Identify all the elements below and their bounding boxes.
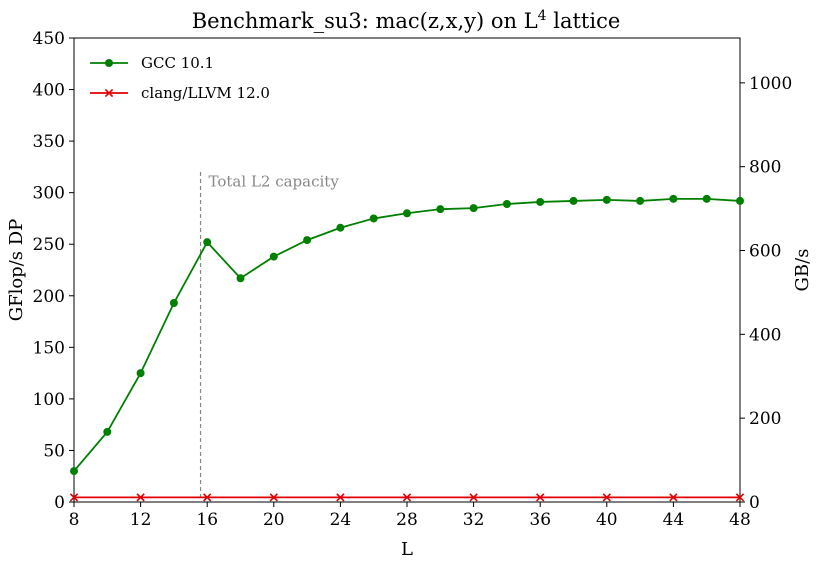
x-tick-label: 24: [330, 510, 352, 530]
y-tick-label: 200: [33, 287, 65, 307]
data-point: [669, 194, 678, 203]
data-point: [136, 369, 145, 378]
data-point: [702, 194, 711, 203]
annotation-label: Total L2 capacity: [209, 172, 340, 190]
data-point: [336, 223, 345, 232]
data-point: [669, 493, 678, 502]
plot-area: 8 12 16 20 24 28 32 36 40 44 480501001502002503003…: [33, 29, 793, 530]
data-point: [236, 274, 245, 283]
data-point: [536, 493, 545, 502]
y-right-tick-label: 600: [749, 242, 781, 262]
x-tick-label: 8: [69, 510, 80, 530]
x-tick-label: 32: [463, 510, 485, 530]
legend-label-0: GCC 10.1: [141, 54, 214, 72]
y-tick-label: 350: [33, 132, 65, 152]
y-axis-label: GFlop/s DP: [6, 219, 27, 322]
x-axis-label: L: [401, 539, 413, 560]
x-tick-label: 48: [729, 510, 751, 530]
data-point: [169, 298, 178, 307]
data-point: [369, 214, 378, 223]
chart-title: Benchmark_su3: mac(z,x,y) on L4 lattice: [192, 8, 621, 33]
data-point: [436, 205, 445, 214]
data-point: [469, 204, 478, 213]
y-tick-label: 250: [33, 235, 65, 255]
data-point: [735, 493, 745, 502]
data-point: [269, 252, 278, 261]
x-tick-label: 28: [396, 510, 418, 530]
plot-frame: [73, 37, 741, 503]
data-point: [203, 238, 212, 247]
data-point: [636, 196, 645, 205]
x-tick-label: 36: [529, 510, 551, 530]
data-point: [203, 493, 212, 502]
y-tick-label: 150: [33, 338, 65, 358]
x-tick-label: 16: [196, 510, 218, 530]
y-right-tick-label: 800: [749, 158, 781, 178]
data-point: [336, 493, 345, 502]
y-right-tick-label: 200: [749, 409, 781, 429]
y-tick-label: 450: [33, 29, 65, 49]
y-axis-right-label: GB/s: [792, 249, 813, 292]
data-point: [469, 493, 478, 502]
legend-marker-0: [105, 59, 113, 67]
data-point: [303, 236, 312, 245]
y-tick-label: 400: [33, 81, 65, 101]
y-tick-label: 0: [54, 493, 65, 513]
y-right-tick-label: 400: [749, 325, 781, 345]
y-tick-label: 50: [43, 441, 65, 461]
data-point: [602, 195, 611, 204]
y-tick-label: 100: [33, 390, 65, 410]
data-point: [402, 493, 412, 502]
data-point: [602, 493, 611, 502]
x-tick-label: 44: [663, 510, 685, 530]
legend-marker-1: [104, 88, 114, 98]
data-point: [502, 200, 511, 209]
data-point: [136, 493, 145, 502]
legend-label-1: clang/LLVM 12.0: [141, 84, 270, 102]
series-line-0: [73, 197, 741, 472]
x-tick-label: 12: [130, 510, 152, 530]
data-point: [269, 493, 278, 502]
y-right-tick-label: 0: [749, 493, 760, 513]
data-point: [736, 196, 744, 205]
data-point: [403, 209, 411, 218]
data-point: [70, 467, 78, 476]
data-point: [569, 196, 578, 205]
data-point: [103, 427, 112, 436]
x-tick-label: 40: [596, 510, 618, 530]
data-point: [69, 493, 79, 502]
data-point: [536, 197, 545, 206]
y-right-tick-label: 1000: [749, 74, 792, 94]
y-tick-label: 300: [33, 184, 65, 204]
x-tick-label: 20: [263, 510, 285, 530]
